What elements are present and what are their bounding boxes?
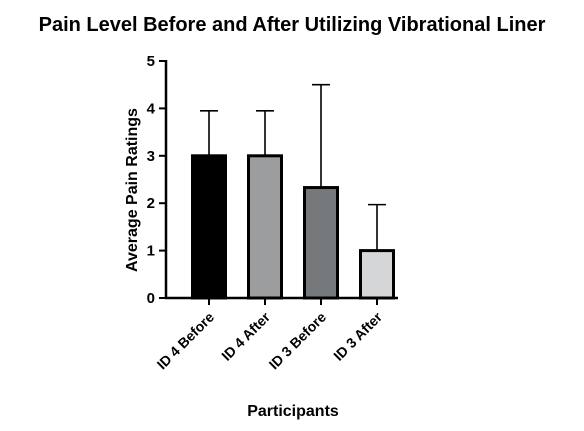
x-tick-label: ID 3 After	[330, 308, 385, 363]
bar	[359, 249, 395, 300]
x-tick-label: ID 3 Before	[266, 309, 330, 373]
x-tick-label: ID 4 After	[218, 308, 273, 363]
y-tick-label: 3	[147, 148, 155, 165]
bar	[191, 154, 227, 300]
y-tick-label: 5	[147, 53, 155, 70]
x-axis-label: Participants	[247, 403, 339, 420]
y-axis-label: Average Pain Ratings	[124, 108, 141, 272]
y-tick-label: 0	[147, 290, 155, 307]
bar	[303, 186, 339, 300]
y-tick-label: 4	[147, 100, 156, 117]
y-tick-label: 1	[147, 243, 155, 260]
y-tick-label: 2	[147, 195, 155, 212]
x-tick-label: ID 4 Before	[154, 309, 218, 373]
chart-title: Pain Level Before and After Utilizing Vi…	[39, 14, 546, 36]
bar	[247, 154, 283, 300]
